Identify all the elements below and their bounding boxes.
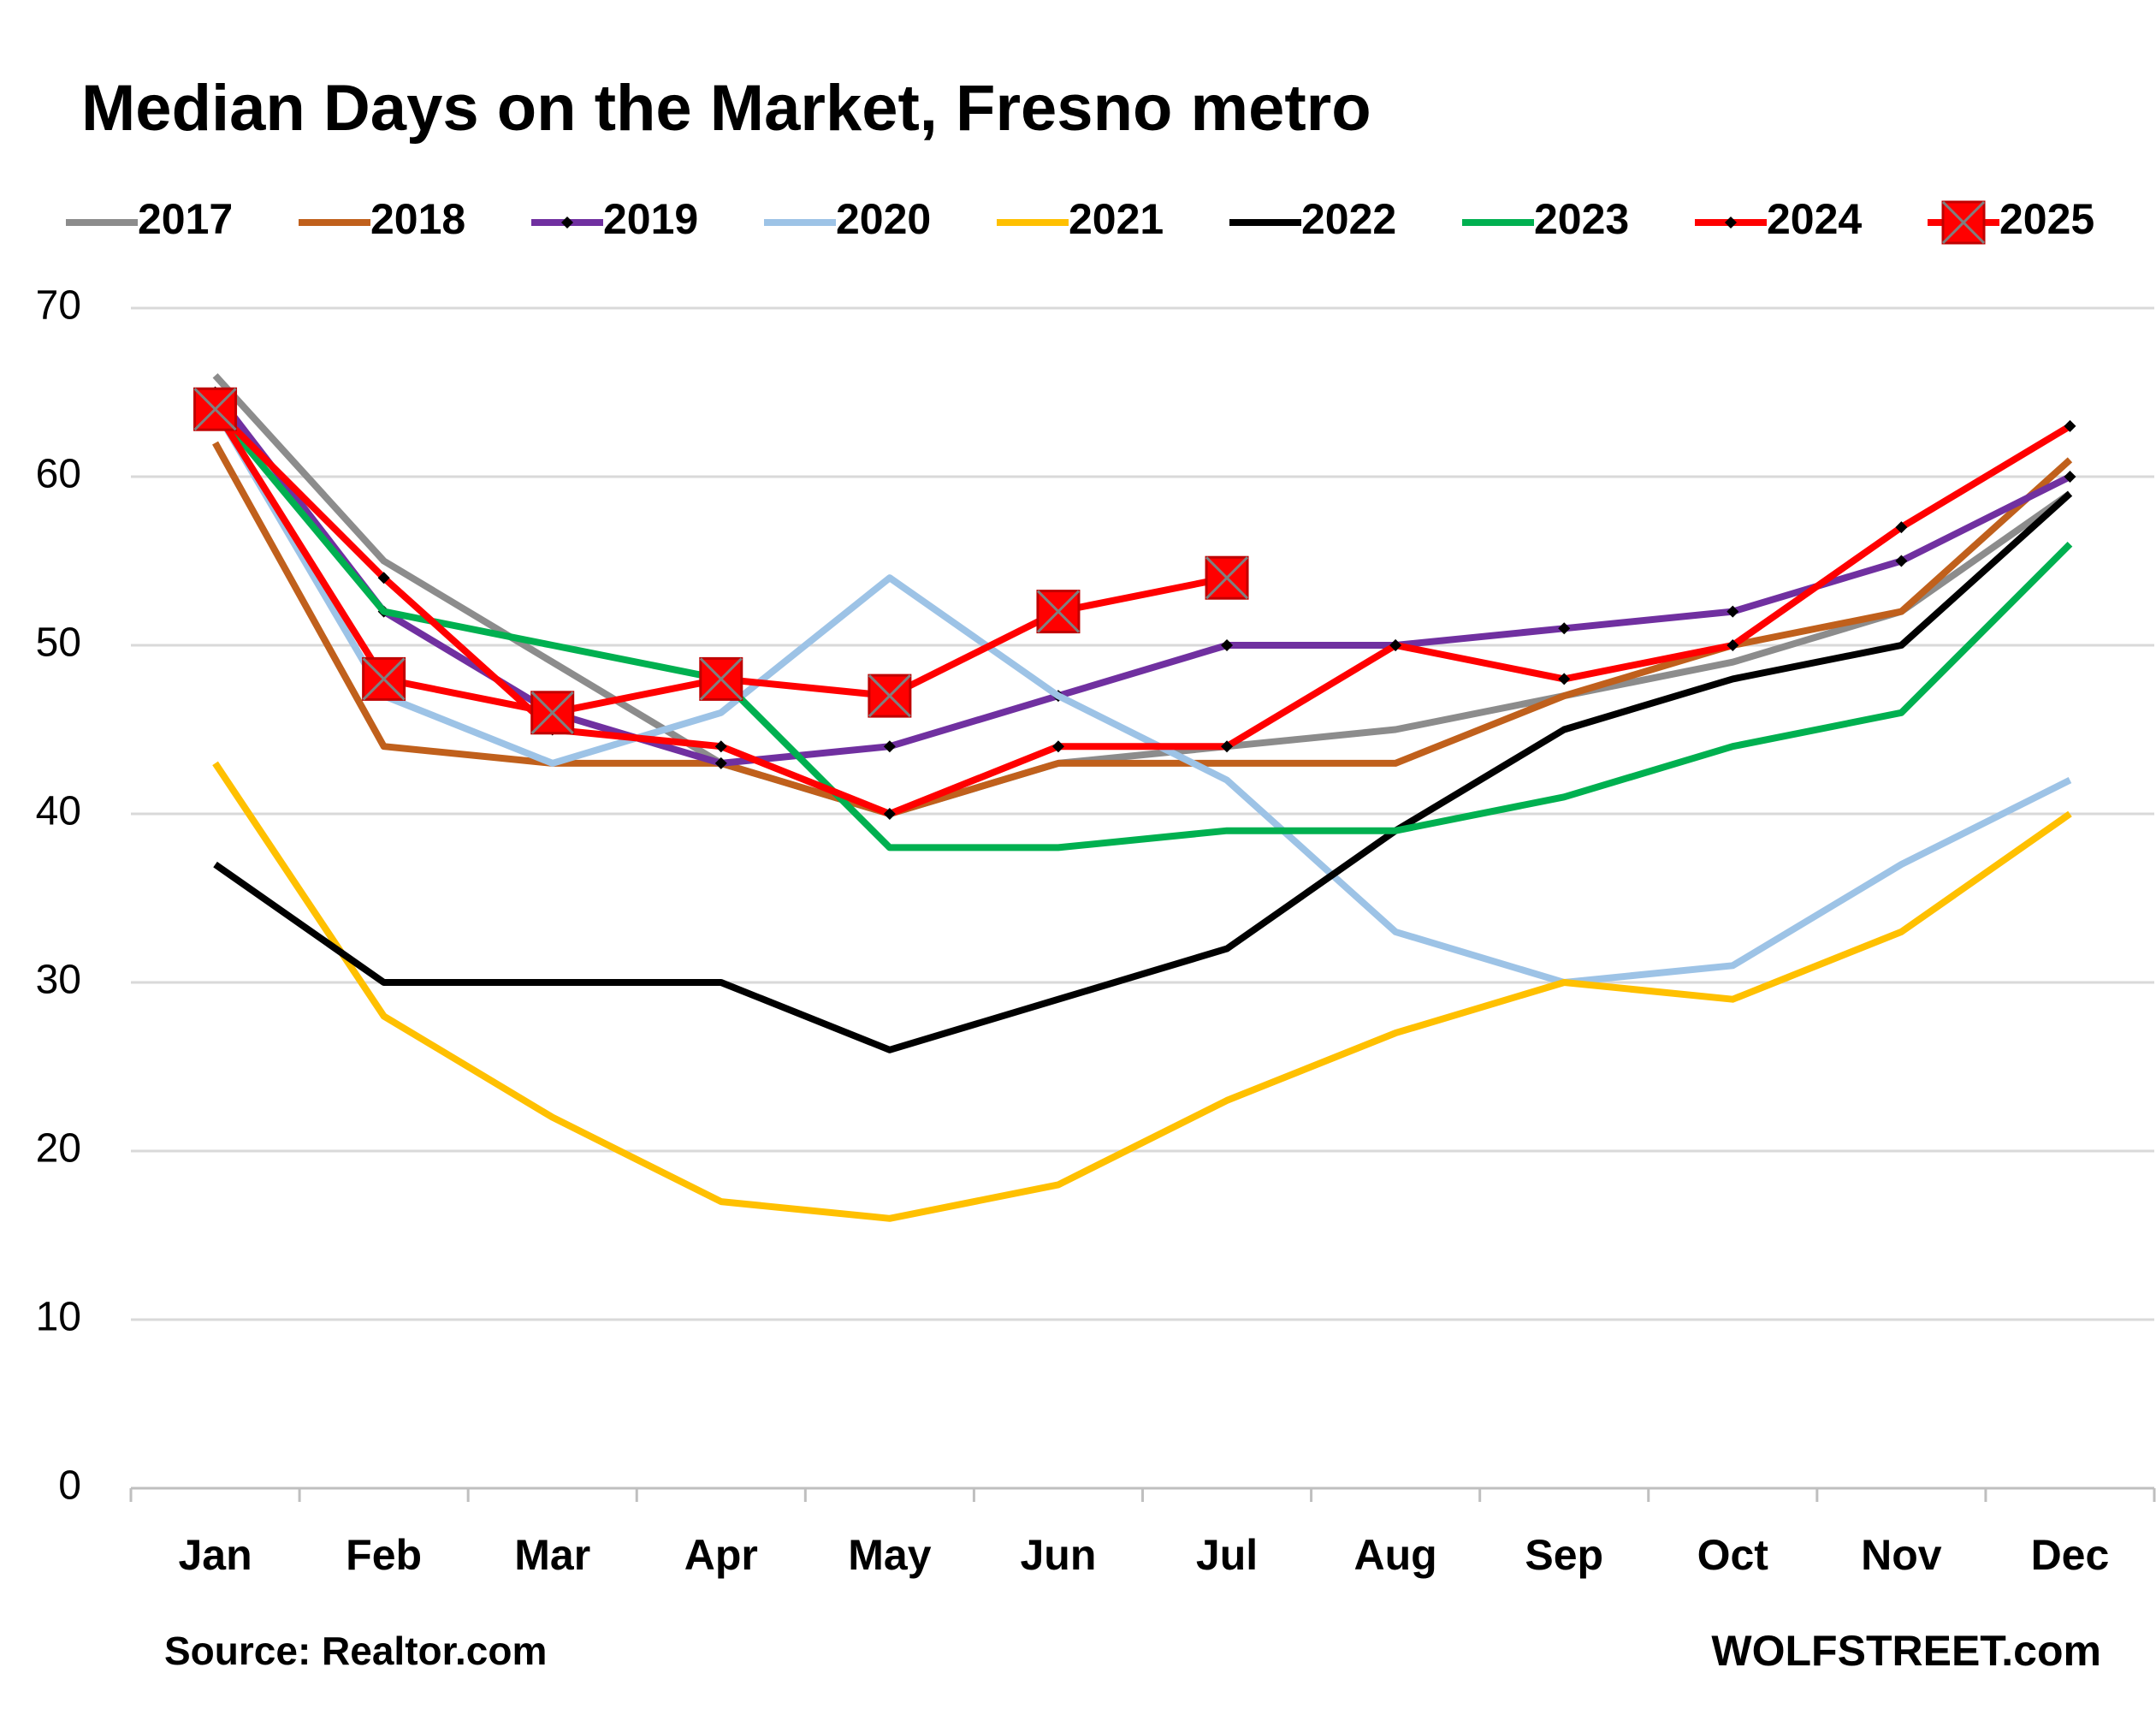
x-tick-label: Dec — [2031, 1531, 2110, 1579]
legend-label: 2024 — [1767, 195, 1862, 243]
series-marker — [1727, 639, 1739, 651]
y-tick-label: 40 — [36, 789, 81, 834]
series-marker — [714, 757, 727, 769]
y-tick-label: 0 — [58, 1463, 81, 1509]
legend-label: 2017 — [138, 195, 233, 243]
series-marker — [362, 656, 406, 701]
y-tick-label: 50 — [36, 620, 81, 666]
series-marker — [2064, 471, 2076, 483]
series-marker — [1051, 740, 1064, 753]
series-line — [213, 490, 2073, 1053]
series-line — [212, 390, 2072, 767]
legend-marker — [1725, 217, 1737, 228]
x-tick-label: Sep — [1525, 1531, 1603, 1579]
series-marker — [530, 691, 575, 735]
legend-label: 2021 — [1069, 195, 1164, 243]
series-marker — [377, 572, 390, 585]
series-line — [212, 406, 2073, 852]
x-tick-label: Mar — [514, 1531, 590, 1579]
series-marker — [868, 674, 912, 718]
series-marker — [1895, 521, 1908, 534]
y-tick-label: 60 — [36, 452, 81, 497]
credit: WOLFSTREET.com — [1711, 1627, 2101, 1675]
x-tick-label: Jun — [1021, 1531, 1097, 1579]
series-marker — [193, 387, 238, 431]
x-tick-label: Aug — [1354, 1531, 1437, 1579]
legend-marker — [1941, 200, 1986, 245]
series-marker — [1205, 555, 1249, 600]
series-marker — [2064, 419, 2076, 432]
source-note: Source: Realtor.com — [164, 1629, 547, 1673]
series-marker — [1558, 673, 1571, 685]
legend-label: 2019 — [603, 195, 698, 243]
x-tick-label: Feb — [346, 1531, 422, 1579]
y-tick-label: 70 — [36, 283, 81, 329]
series-line — [212, 441, 2073, 817]
series-marker — [1727, 605, 1739, 618]
x-tick-label: Jan — [178, 1531, 252, 1579]
legend-label: 2022 — [1301, 195, 1396, 243]
series-marker — [1558, 622, 1571, 635]
y-tick-label: 30 — [36, 958, 81, 1003]
x-tick-label: Apr — [684, 1531, 758, 1579]
series-line — [212, 761, 2072, 1222]
series-marker — [1895, 555, 1908, 567]
x-tick-label: Nov — [1861, 1531, 1942, 1579]
series-marker — [1221, 740, 1234, 753]
chart-title: Median Days on the Market, Fresno metro — [81, 72, 1371, 145]
series-marker — [1036, 590, 1081, 634]
x-tick-label: May — [848, 1531, 931, 1579]
series-marker — [883, 808, 896, 820]
x-tick-label: Oct — [1697, 1531, 1769, 1579]
legend-label: 2020 — [836, 195, 931, 243]
series-marker — [883, 740, 896, 753]
legend-marker — [561, 217, 573, 228]
series-line — [212, 373, 2072, 817]
y-tick-label: 20 — [36, 1126, 81, 1172]
legend-label: 2023 — [1534, 195, 1629, 243]
series-line — [212, 407, 2072, 986]
series-marker — [1221, 639, 1234, 651]
legend-label: 2018 — [370, 195, 465, 243]
y-tick-label: 10 — [36, 1295, 81, 1340]
legend-label: 2025 — [1999, 195, 2094, 243]
series-marker — [1389, 639, 1402, 651]
series-marker — [699, 656, 743, 701]
x-tick-label: Jul — [1196, 1531, 1258, 1579]
series-marker — [714, 740, 727, 753]
